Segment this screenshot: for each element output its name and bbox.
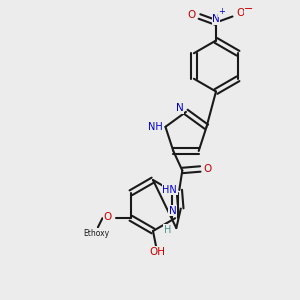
Text: −: − xyxy=(244,4,254,14)
Text: H: H xyxy=(164,225,171,235)
Text: O: O xyxy=(103,212,112,222)
Text: N: N xyxy=(212,14,220,25)
Text: O: O xyxy=(237,8,245,18)
Text: N: N xyxy=(176,103,183,113)
Text: NH: NH xyxy=(148,122,163,132)
Text: N: N xyxy=(169,206,176,216)
Text: +: + xyxy=(218,8,225,16)
Text: O: O xyxy=(187,10,195,20)
Text: O: O xyxy=(204,164,212,174)
Text: HN: HN xyxy=(162,185,177,195)
Text: Ethoxy: Ethoxy xyxy=(83,229,110,238)
Text: OH: OH xyxy=(149,247,166,257)
